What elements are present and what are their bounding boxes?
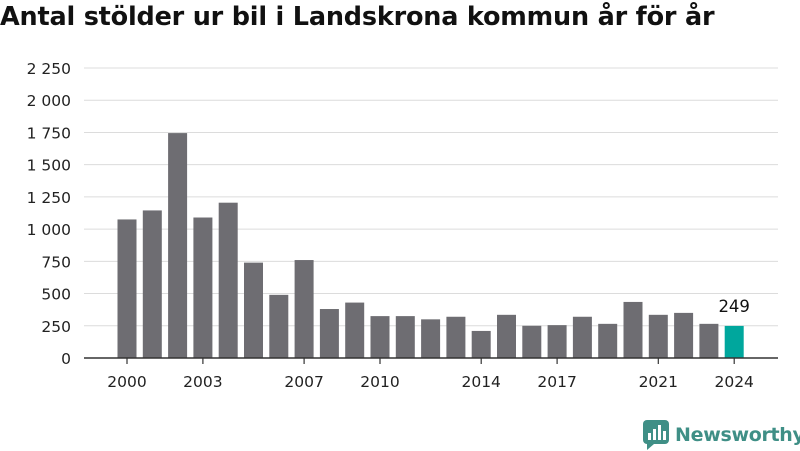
bar-2020 [623, 301, 643, 358]
y-tick-label: 1 500 [27, 157, 71, 175]
bar-2014 [471, 330, 491, 358]
y-tick-label: 0 [61, 350, 71, 368]
x-tick-label: 2010 [360, 373, 399, 391]
bar-2003 [193, 217, 213, 358]
brand-name: Newsworthy [675, 424, 800, 446]
bar-2021 [648, 314, 668, 358]
bar-2009 [345, 302, 365, 358]
data-label: 249 [718, 297, 750, 316]
y-tick-label: 750 [41, 253, 71, 271]
y-axis-tick-labels: 0 250 500 750 1 000 1 250 1 500 1 750 2 000 2 250 [27, 60, 71, 368]
data-labels: 249 [718, 297, 750, 316]
newsworthy-logo[interactable]: Newsworthy [643, 419, 800, 451]
bar-2008 [319, 309, 339, 358]
bars [117, 133, 744, 358]
gridlines [84, 67, 778, 327]
bar-2017 [547, 325, 567, 358]
newsworthy-chart-icon [643, 420, 669, 450]
y-tick-label: 1 750 [27, 124, 71, 142]
x-tick-label: 2017 [537, 373, 576, 391]
bar-2022 [674, 312, 694, 358]
bar-2023 [699, 323, 719, 358]
bar-2006 [269, 294, 289, 358]
bar-2019 [598, 323, 618, 358]
bar-2007 [294, 260, 314, 358]
bar-2024 [724, 325, 744, 358]
bar-2002 [168, 133, 188, 358]
chart-title: Antal stölder ur bil i Landskrona kommun… [0, 2, 715, 32]
bar-2000 [117, 219, 137, 358]
x-tick-label: 2021 [639, 373, 678, 391]
y-tick-label: 1 000 [27, 221, 71, 239]
y-tick-label: 500 [41, 286, 71, 304]
bar-2011 [395, 316, 415, 358]
bar-2004 [218, 202, 238, 358]
x-tick-label: 2007 [284, 373, 323, 391]
x-tick-label: 2000 [107, 373, 146, 391]
x-tick-label: 2014 [461, 373, 500, 391]
bar-2016 [522, 325, 542, 358]
bar-2013 [446, 316, 466, 358]
x-axis-tick-labels: 2000 2003 2007 2010 2014 2017 2021 2024 [107, 358, 754, 391]
bar-2012 [421, 319, 441, 358]
bar-2005 [244, 262, 263, 358]
bar-2015 [497, 314, 516, 358]
y-tick-label: 2 000 [27, 92, 71, 110]
y-tick-label: 250 [41, 318, 71, 336]
bar-2018 [572, 316, 592, 358]
bar-2001 [142, 210, 162, 358]
x-tick-label: 2024 [714, 373, 753, 391]
y-tick-label: 2 250 [27, 60, 71, 78]
x-tick-label: 2003 [183, 373, 222, 391]
bar-2010 [370, 316, 390, 358]
y-tick-label: 1 250 [27, 189, 71, 207]
